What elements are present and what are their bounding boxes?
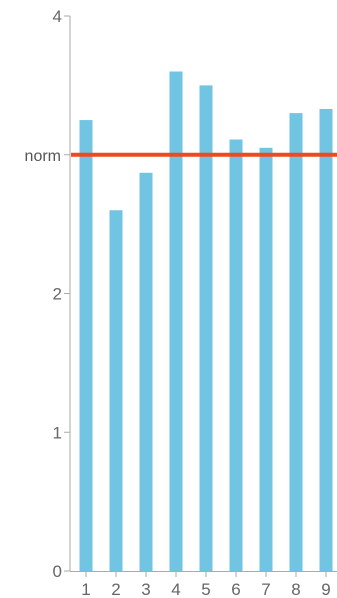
bar [319, 108, 333, 572]
bar [109, 210, 123, 571]
x-tick-label: 3 [141, 580, 150, 598]
bar [169, 71, 183, 571]
y-tick-label: 2 [53, 285, 62, 304]
bar [289, 113, 303, 571]
y-tick-label: 4 [53, 7, 62, 26]
x-tick-label: 6 [231, 580, 240, 598]
bar [79, 120, 93, 571]
norm-label: norm [25, 148, 61, 165]
y-axis: 0 1 2 4 [53, 7, 71, 581]
bar [259, 147, 273, 571]
bars [79, 71, 333, 572]
x-tick-label: 8 [291, 580, 300, 598]
x-tick-label: 7 [261, 580, 270, 598]
x-tick-label: 9 [321, 580, 330, 598]
x-tick-label: 5 [201, 580, 210, 598]
bar [229, 139, 243, 572]
x-axis: 1 2 3 4 5 6 7 8 9 [70, 571, 337, 598]
y-tick-label: 0 [53, 562, 62, 581]
bar [139, 172, 153, 571]
x-tick-label: 1 [81, 580, 90, 598]
bar [199, 85, 213, 571]
x-tick-label: 2 [111, 580, 120, 598]
x-tick-label: 4 [171, 580, 180, 598]
y-tick-label: 1 [53, 423, 62, 442]
norm-reference: norm [25, 148, 337, 165]
